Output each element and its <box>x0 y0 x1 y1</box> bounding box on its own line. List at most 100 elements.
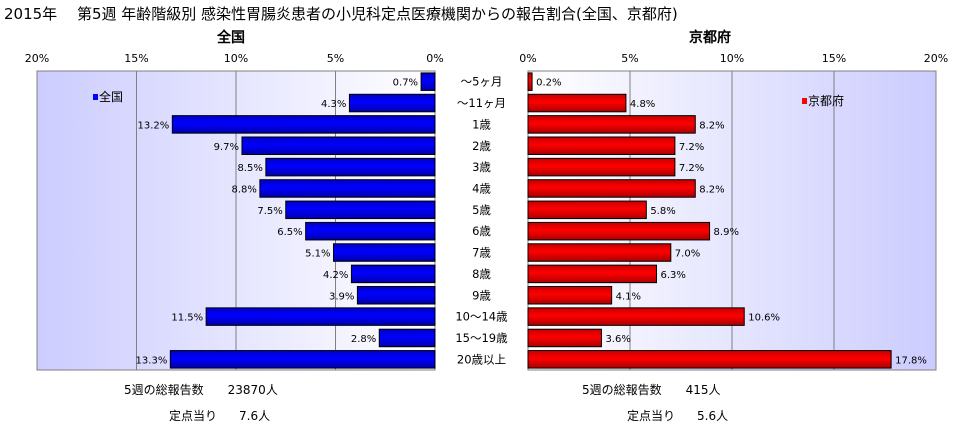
category-label: 6歳 <box>472 224 491 238</box>
x-tick-left: 15% <box>124 52 148 65</box>
chart-title: 2015年 第5週 年齢階級別 感染性胃腸炎患者の小児科定点医療機関からの報告割… <box>4 5 678 23</box>
bar-right <box>527 72 533 91</box>
summary-right-per-label: 定点当り <box>627 409 676 423</box>
data-label-right: 0.2% <box>536 78 561 89</box>
data-label-right: 17.8% <box>895 355 927 366</box>
summary-right-total-value: 415人 <box>685 383 721 397</box>
data-label-right: 8.9% <box>714 227 739 238</box>
x-tick-right: 5% <box>621 52 638 65</box>
summary-right-per: 定点当り 5.6人 <box>627 407 728 424</box>
x-tick-left: 10% <box>224 52 248 65</box>
data-label-left: 4.2% <box>323 270 348 281</box>
x-tick-left: 0% <box>426 52 443 65</box>
category-label: 8歳 <box>472 267 491 281</box>
x-tick-left: 5% <box>327 52 344 65</box>
data-label-right: 10.6% <box>748 313 780 324</box>
data-label-right: 4.1% <box>616 291 641 302</box>
bar-left <box>356 285 436 305</box>
data-label-right: 7.2% <box>679 163 704 174</box>
summary-left-total: 5週の総報告数 23870人 <box>124 381 278 398</box>
bar-left <box>378 328 436 348</box>
legend-right: 京都府 <box>802 93 844 108</box>
bar-left <box>265 157 436 177</box>
summary-right-per-value: 5.6人 <box>697 409 729 423</box>
x-tick-right: 15% <box>822 52 846 65</box>
data-label-left: 2.8% <box>351 334 376 345</box>
bar-left <box>350 264 436 284</box>
summary-left-total-label: 5週の総報告数 <box>124 383 204 397</box>
data-label-right: 8.2% <box>699 120 724 131</box>
bar-left <box>420 72 436 91</box>
data-label-left: 9.7% <box>214 142 239 153</box>
category-label: 4歳 <box>472 181 491 195</box>
panel-title-right: 京都府 <box>689 29 731 46</box>
bar-left <box>333 243 436 262</box>
category-label: 15～19歳 <box>455 331 508 345</box>
bar-left <box>348 93 436 113</box>
bar-right <box>527 115 696 134</box>
data-label-left: 8.5% <box>237 163 262 174</box>
bar-right <box>527 350 892 369</box>
data-label-left: 3.9% <box>329 291 354 302</box>
category-label: 10～14歳 <box>455 310 508 324</box>
data-label-left: 11.5% <box>171 313 203 324</box>
x-tick-right: 20% <box>924 52 948 65</box>
bar-right <box>527 328 602 348</box>
summary-left-per: 定点当り 7.6人 <box>169 407 270 424</box>
bar-right <box>527 136 676 156</box>
x-tick-right: 0% <box>519 52 536 65</box>
bar-left <box>241 136 436 156</box>
summary-left-per-label: 定点当り <box>169 409 218 423</box>
summary-right-total-label: 5週の総報告数 <box>582 383 662 397</box>
data-label-left: 13.3% <box>136 355 168 366</box>
summary-left-per-value: 7.6人 <box>239 409 271 423</box>
bar-left <box>169 350 436 369</box>
data-label-left: 5.1% <box>305 249 330 260</box>
category-label: ～5ヶ月 <box>461 75 503 89</box>
x-tick-right: 10% <box>720 52 744 65</box>
data-label-left: 8.8% <box>231 184 256 195</box>
x-tick-left: 20% <box>25 52 49 65</box>
bar-right <box>527 243 672 262</box>
bar-left <box>285 200 436 220</box>
category-label: 7歳 <box>472 246 491 260</box>
data-label-right: 6.3% <box>661 270 686 281</box>
data-label-right: 8.2% <box>699 184 724 195</box>
bar-left <box>205 307 436 326</box>
legend-label-right: 京都府 <box>808 93 844 108</box>
data-label-left: 7.5% <box>257 206 282 217</box>
bar-left <box>305 221 436 241</box>
data-label-left: 13.2% <box>138 120 170 131</box>
data-label-right: 3.6% <box>605 334 630 345</box>
category-label: 1歳 <box>472 117 491 131</box>
data-label-left: 0.7% <box>393 78 418 89</box>
bar-left <box>171 115 436 134</box>
data-label-left: 6.5% <box>277 227 302 238</box>
data-label-right: 7.0% <box>675 249 700 260</box>
legend-left: 全国 <box>93 89 123 104</box>
legend-label-left: 全国 <box>99 89 123 104</box>
bar-right <box>527 157 676 177</box>
data-label-right: 5.8% <box>650 206 675 217</box>
category-label: ～11ヶ月 <box>457 96 506 110</box>
category-label: 9歳 <box>472 288 491 302</box>
legend-swatch-left <box>93 94 98 100</box>
data-label-left: 4.3% <box>321 99 346 110</box>
bar-right <box>527 307 745 326</box>
category-label: 2歳 <box>472 139 491 153</box>
category-label: 5歳 <box>472 203 491 217</box>
bar-right <box>527 264 658 284</box>
bar-right <box>527 93 627 113</box>
bar-right <box>527 179 696 198</box>
data-label-right: 7.2% <box>679 142 704 153</box>
bar-right <box>527 200 647 220</box>
summary-right-total: 5週の総報告数 415人 <box>582 381 721 398</box>
bar-right <box>527 221 711 241</box>
category-label: 20歳以上 <box>457 352 506 366</box>
bar-right <box>527 285 613 305</box>
data-label-right: 4.8% <box>630 99 655 110</box>
category-label: 3歳 <box>472 160 491 174</box>
panel-title-left: 全国 <box>216 29 245 46</box>
summary-left-total-value: 23870人 <box>227 383 278 397</box>
